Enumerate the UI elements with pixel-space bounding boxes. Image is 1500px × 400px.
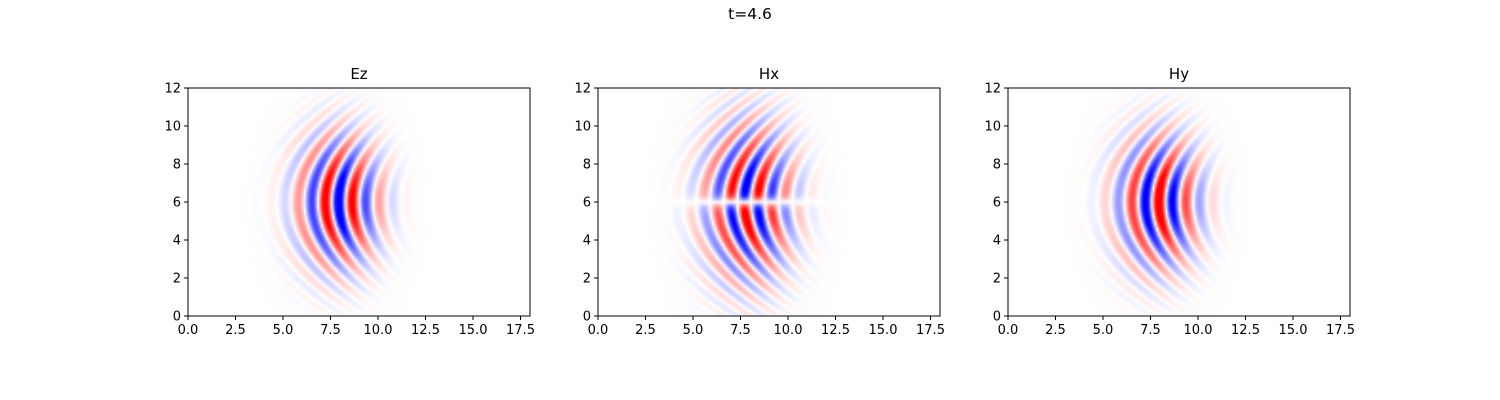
y-tick-label: 0 — [173, 310, 181, 325]
x-tick-label: 0.0 — [178, 323, 199, 338]
y-tick-label: 12 — [574, 82, 591, 97]
x-tick-label: 10.0 — [364, 323, 393, 338]
x-tick-label: 17.5 — [916, 323, 945, 338]
x-tick-label: 0.0 — [998, 323, 1019, 338]
x-tick-label: 2.5 — [225, 323, 246, 338]
x-tick-label: 7.5 — [320, 323, 341, 338]
heatmap-image-hy — [1008, 88, 1350, 316]
x-tick-label: 12.5 — [411, 323, 440, 338]
x-tick-label: 15.0 — [869, 323, 898, 338]
y-tick-label: 4 — [173, 234, 181, 249]
x-tick-label: 10.0 — [1184, 323, 1213, 338]
y-tick-label: 8 — [993, 158, 1001, 173]
subplot-ez: Ez 0.0 2.5 5.0 7.5 10.0 12.5 15.0 17.5 0 2 4 6 8 10 12 — [164, 65, 535, 338]
x-tick-label: 7.5 — [730, 323, 751, 338]
y-tick-label: 2 — [993, 272, 1001, 287]
figure-suptitle: t=4.6 — [728, 5, 772, 23]
x-tick-label: 15.0 — [459, 323, 488, 338]
heatmap-image-ez — [188, 88, 530, 316]
subplot-hy: Hy 0.0 2.5 5.0 7.5 10.0 12.5 15.0 17.5 0 2 4 6 8 10 12 — [984, 65, 1355, 338]
y-tick-label: 2 — [173, 272, 181, 287]
subplot-hx: Hx 0.0 2.5 5.0 7.5 10.0 12.5 15.0 17.5 0 2 4 6 8 10 12 — [574, 65, 945, 338]
y-tick-label: 6 — [993, 196, 1001, 211]
y-tick-label: 12 — [984, 82, 1001, 97]
heatmap-image-hx — [598, 88, 940, 316]
subplot-title: Ez — [350, 65, 367, 83]
subplot-title: Hx — [759, 65, 779, 83]
subplot-title: Hy — [1169, 65, 1189, 83]
x-tick-label: 5.0 — [273, 323, 294, 338]
y-tick-label: 2 — [583, 272, 591, 287]
x-tick-label: 5.0 — [1093, 323, 1114, 338]
y-tick-label: 6 — [583, 196, 591, 211]
y-tick-label: 0 — [993, 310, 1001, 325]
x-tick-label: 0.0 — [588, 323, 609, 338]
y-tick-label: 0 — [583, 310, 591, 325]
y-tick-label: 10 — [164, 120, 181, 135]
y-tick-label: 4 — [993, 234, 1001, 249]
y-tick-label: 4 — [583, 234, 591, 249]
y-tick-label: 10 — [574, 120, 591, 135]
x-tick-label: 17.5 — [1326, 323, 1355, 338]
y-tick-label: 10 — [984, 120, 1001, 135]
x-tick-label: 2.5 — [635, 323, 656, 338]
x-tick-label: 17.5 — [506, 323, 535, 338]
x-tick-label: 7.5 — [1140, 323, 1161, 338]
x-tick-label: 15.0 — [1279, 323, 1308, 338]
y-tick-label: 12 — [164, 82, 181, 97]
y-tick-label: 8 — [583, 158, 591, 173]
y-tick-label: 6 — [173, 196, 181, 211]
x-tick-label: 12.5 — [1231, 323, 1260, 338]
x-tick-label: 2.5 — [1045, 323, 1066, 338]
x-tick-label: 10.0 — [774, 323, 803, 338]
x-tick-label: 5.0 — [683, 323, 704, 338]
y-tick-label: 8 — [173, 158, 181, 173]
x-tick-label: 12.5 — [821, 323, 850, 338]
